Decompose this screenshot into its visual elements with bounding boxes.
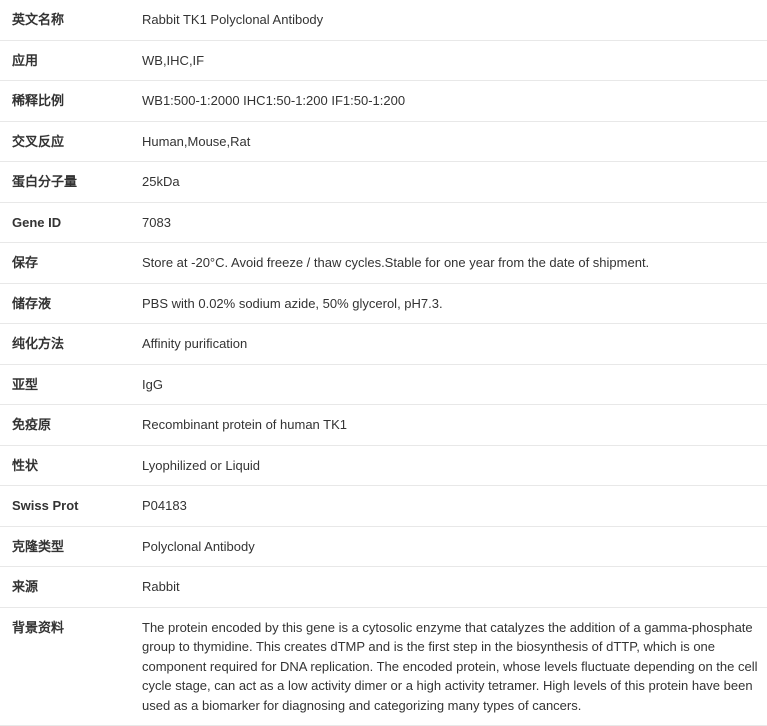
table-row: Swiss Prot P04183 (0, 486, 767, 527)
row-value: PBS with 0.02% sodium azide, 50% glycero… (130, 283, 767, 324)
row-label: 克隆类型 (0, 526, 130, 567)
row-label: 性状 (0, 445, 130, 486)
row-value: Affinity purification (130, 324, 767, 365)
row-label: 交叉反应 (0, 121, 130, 162)
row-label: 来源 (0, 567, 130, 608)
table-row: 英文名称 Rabbit TK1 Polyclonal Antibody (0, 0, 767, 40)
row-label: 免疫原 (0, 405, 130, 446)
table-row: 蛋白分子量 25kDa (0, 162, 767, 203)
row-label: 英文名称 (0, 0, 130, 40)
table-row: 性状 Lyophilized or Liquid (0, 445, 767, 486)
table-row: 交叉反应 Human,Mouse,Rat (0, 121, 767, 162)
row-label: 应用 (0, 40, 130, 81)
row-value: The protein encoded by this gene is a cy… (130, 607, 767, 726)
row-label: Swiss Prot (0, 486, 130, 527)
table-row: 来源 Rabbit (0, 567, 767, 608)
table-row: 应用 WB,IHC,IF (0, 40, 767, 81)
row-value: WB1:500-1:2000 IHC1:50-1:200 IF1:50-1:20… (130, 81, 767, 122)
row-value: WB,IHC,IF (130, 40, 767, 81)
row-value: Recombinant protein of human TK1 (130, 405, 767, 446)
table-row: 背景资料 The protein encoded by this gene is… (0, 607, 767, 726)
table-row: 免疫原 Recombinant protein of human TK1 (0, 405, 767, 446)
table-row: Gene ID 7083 (0, 202, 767, 243)
row-label: 蛋白分子量 (0, 162, 130, 203)
table-row: 保存 Store at -20°C. Avoid freeze / thaw c… (0, 243, 767, 284)
row-value: Rabbit TK1 Polyclonal Antibody (130, 0, 767, 40)
row-value: Store at -20°C. Avoid freeze / thaw cycl… (130, 243, 767, 284)
table-row: 克隆类型 Polyclonal Antibody (0, 526, 767, 567)
row-value: IgG (130, 364, 767, 405)
table-row: 亚型 IgG (0, 364, 767, 405)
row-label: 储存液 (0, 283, 130, 324)
table-row: 储存液 PBS with 0.02% sodium azide, 50% gly… (0, 283, 767, 324)
row-value: 7083 (130, 202, 767, 243)
row-label: 纯化方法 (0, 324, 130, 365)
row-value: P04183 (130, 486, 767, 527)
row-value: 25kDa (130, 162, 767, 203)
spec-table: 英文名称 Rabbit TK1 Polyclonal Antibody 应用 W… (0, 0, 767, 726)
row-label: Gene ID (0, 202, 130, 243)
row-value: Rabbit (130, 567, 767, 608)
row-label: 稀释比例 (0, 81, 130, 122)
row-value: Polyclonal Antibody (130, 526, 767, 567)
table-row: 稀释比例 WB1:500-1:2000 IHC1:50-1:200 IF1:50… (0, 81, 767, 122)
row-label: 亚型 (0, 364, 130, 405)
table-row: 纯化方法 Affinity purification (0, 324, 767, 365)
row-value: Human,Mouse,Rat (130, 121, 767, 162)
row-value: Lyophilized or Liquid (130, 445, 767, 486)
spec-table-body: 英文名称 Rabbit TK1 Polyclonal Antibody 应用 W… (0, 0, 767, 726)
row-label: 背景资料 (0, 607, 130, 726)
row-label: 保存 (0, 243, 130, 284)
